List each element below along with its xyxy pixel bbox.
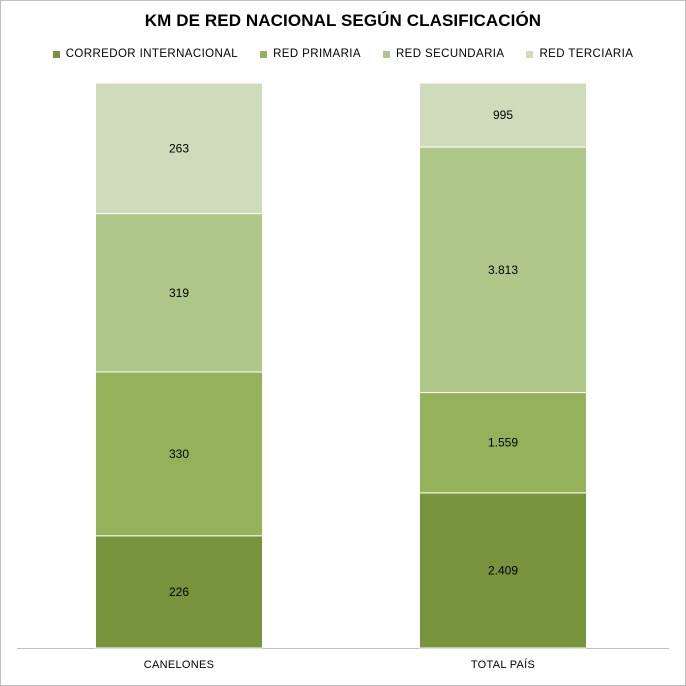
data-label-total-pais-red-terciaria: 995 [493, 108, 513, 122]
category-label-canelones: CANELONES [144, 659, 215, 671]
bar-total-pais-red-primaria [419, 392, 587, 494]
legend-label-red-secundaria: RED SECUNDARIA [395, 48, 505, 60]
category-label-total-pais: TOTAL PAÍS [471, 658, 535, 671]
bar-total-pais-red-secundaria [419, 146, 587, 394]
data-label-canelones-corredor-internacional: 226 [169, 585, 189, 599]
bar-canelones-red-primaria [95, 371, 263, 537]
legend-item-red-primaria: RED PRIMARIA [260, 48, 361, 60]
legend-item-red-secundaria: RED SECUNDARIA [382, 48, 505, 60]
legend-label-red-terciaria: RED TERCIARIA [539, 48, 634, 60]
legend-swatch-red-secundaria [382, 50, 390, 58]
legend-item-red-terciaria: RED TERCIARIA [526, 48, 633, 60]
data-label-canelones-red-secundaria: 319 [169, 286, 189, 300]
chart-title: KM DE RED NACIONAL SEGÚN CLASIFICACIÓN [144, 11, 542, 30]
legend-swatch-red-terciaria [526, 50, 534, 58]
data-label-canelones-red-terciaria: 263 [169, 141, 189, 155]
bar-canelones-corredor-internacional [95, 535, 263, 649]
legend-label-corredor-internacional: CORREDOR INTERNACIONAL [65, 48, 239, 60]
bar-canelones-red-terciaria [95, 82, 263, 215]
data-label-canelones-red-primaria: 330 [169, 447, 189, 461]
legend-swatch-corredor-internacional [52, 50, 60, 58]
legend-item-corredor-internacional: CORREDOR INTERNACIONAL [52, 48, 239, 60]
legend-label-red-primaria: RED PRIMARIA [273, 48, 361, 60]
legend-swatch-red-primaria [260, 50, 268, 58]
data-label-total-pais-red-primaria: 1.559 [488, 436, 518, 450]
bar-canelones-red-secundaria [95, 213, 263, 373]
data-label-total-pais-corredor-internacional: 2.409 [488, 563, 518, 577]
data-label-total-pais-red-secundaria: 3.813 [488, 263, 518, 277]
bar-total-pais-corredor-internacional [419, 492, 587, 649]
bar-total-pais-red-terciaria [419, 82, 587, 148]
legend: CORREDOR INTERNACIONAL RED PRIMARIA RED … [1, 48, 685, 60]
